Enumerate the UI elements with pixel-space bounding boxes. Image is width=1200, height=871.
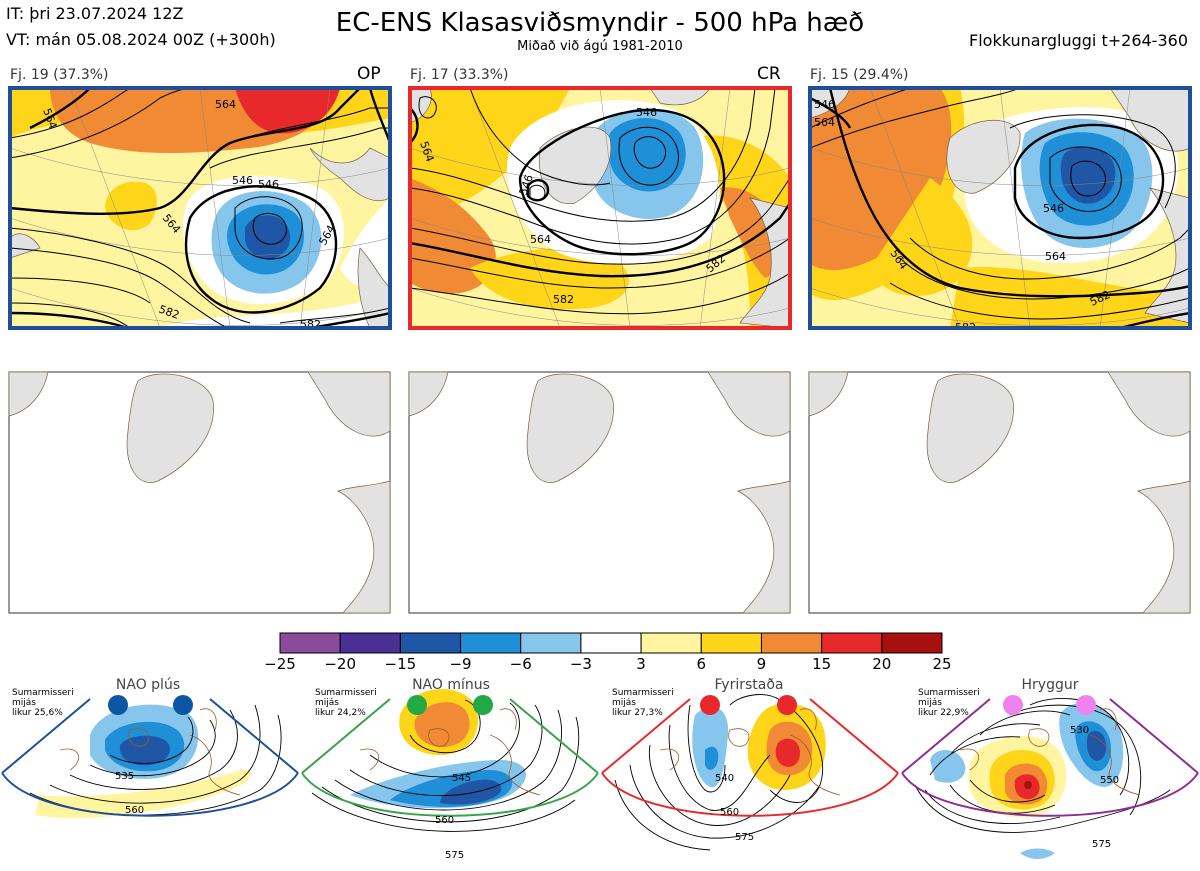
regime-marker xyxy=(1076,695,1096,715)
regime-note-line: Sumarmisseri xyxy=(612,688,674,698)
regime-marker xyxy=(1003,695,1023,715)
regime-note-ridge: Sumarmisseri mijás likur 22,9% xyxy=(918,688,980,718)
colorbar xyxy=(279,632,943,654)
contour-label: 575 xyxy=(445,850,464,861)
colorbar-tick-label: 6 xyxy=(696,655,707,673)
colorbar-segment xyxy=(580,632,642,654)
valid-time: VT: mán 05.08.2024 00Z (+300h) xyxy=(6,30,276,49)
colorbar-segment xyxy=(399,632,462,654)
colorbar-tick-label: 9 xyxy=(756,655,767,673)
classification-window: Flokkunargluggi t+264-360 xyxy=(969,31,1188,50)
regime-marker xyxy=(108,695,128,715)
regime-note-nao-plus: Sumarmisseri mijás likur 25,6% xyxy=(12,688,74,718)
cluster-1-map: 564 546 564 564 582 582 564 546 xyxy=(8,86,392,331)
basemap-1 xyxy=(8,371,391,614)
regime-note-line: mijás xyxy=(612,698,636,708)
regime-note-blocking: Sumarmisseri mijás likur 27,3% xyxy=(612,688,674,718)
contour-label: 560 xyxy=(435,815,454,826)
contour-label: 575 xyxy=(1092,839,1111,850)
regime-note-nao-minus: Sumarmisseri mijás likur 24,2% xyxy=(315,688,377,718)
colorbar-tick-label: −15 xyxy=(384,655,417,673)
contour-label: 564 xyxy=(814,116,835,129)
colorbar-tick-label: −20 xyxy=(324,655,356,673)
contour-label: 582 xyxy=(553,293,574,306)
page-title: EC-ENS Klasasviðsmyndir - 500 hPa hæð xyxy=(335,8,865,38)
basemap-2 xyxy=(408,371,791,614)
colorbar-segment xyxy=(520,632,582,654)
contour-label: 564 xyxy=(530,233,551,246)
cluster-2-tag: CR xyxy=(757,64,781,84)
regime-marker xyxy=(407,695,427,715)
cluster-3-frame xyxy=(808,86,1192,330)
contour-label: 545 xyxy=(452,773,471,784)
colorbar-segment xyxy=(640,632,702,654)
colorbar-segment xyxy=(339,632,401,654)
contour-label: 564 xyxy=(215,98,236,111)
colorbar-segment xyxy=(760,632,823,654)
cluster-2-label: Fj. 17 (33.3%) xyxy=(410,67,509,83)
contour-label: 546 xyxy=(258,178,279,191)
contour-label: 575 xyxy=(735,832,754,843)
cluster-2-frame xyxy=(408,86,792,330)
colorbar-tick-label: 3 xyxy=(636,655,646,673)
regime-nao-plus: 535 560 xyxy=(1,695,299,819)
colorbar-segment xyxy=(821,632,883,654)
cluster-1-frame xyxy=(8,86,392,330)
contour-label: 582 xyxy=(300,318,321,331)
cluster-2-map: 546 546 564 582 582 564 xyxy=(408,86,792,330)
colorbar-tick-label: −25 xyxy=(264,655,296,673)
regime-note-line: likur 22,9% xyxy=(918,708,969,718)
regime-note-line: mijás xyxy=(12,698,36,708)
cluster-1-label: Fj. 19 (37.3%) xyxy=(10,67,109,83)
colorbar-segment xyxy=(460,632,522,654)
contour-label: 564 xyxy=(1045,250,1066,263)
regime-marker xyxy=(700,695,720,715)
contour-label: 582 xyxy=(955,321,976,332)
contour-label: 530 xyxy=(1070,725,1089,736)
regime-note-line: likur 27,3% xyxy=(612,708,663,718)
contour-label: 550 xyxy=(1100,775,1119,786)
page-subtitle: Miðað við ágú 1981-2010 xyxy=(517,39,683,54)
cluster-1-tag: OP xyxy=(357,64,381,84)
contour-label: 546 xyxy=(814,98,835,111)
colorbar-segment xyxy=(279,632,341,654)
regime-note-line: Sumarmisseri xyxy=(12,688,74,698)
contour-label: 560 xyxy=(720,807,739,818)
regime-note-line: likur 24,2% xyxy=(315,708,366,718)
regime-name-blocking: Fyrirstaða xyxy=(714,677,784,693)
basemap-3 xyxy=(808,371,1191,614)
colorbar-segment xyxy=(881,632,943,654)
regime-note-line: Sumarmisseri xyxy=(918,688,980,698)
regime-marker xyxy=(173,695,193,715)
colorbar-tick-label: −3 xyxy=(569,655,592,673)
cluster-3-map: 546 564 564 546 582 582 564 xyxy=(808,86,1192,332)
colorbar-segment xyxy=(700,632,762,654)
regime-name-nao-plus: NAO plús xyxy=(115,677,181,693)
initial-time: IT: þri 23.07.2024 12Z xyxy=(6,4,184,23)
regime-name-ridge: Hryggur xyxy=(1021,677,1079,693)
regime-blocking: 540 560 575 xyxy=(601,694,899,851)
cluster-3-label: Fj. 15 (29.4%) xyxy=(810,67,909,83)
regime-marker xyxy=(777,695,797,715)
regime-ridge: 530 550 575 xyxy=(901,695,1199,859)
colorbar-tick-label: 25 xyxy=(932,655,952,673)
regime-note-line: Sumarmisseri xyxy=(315,688,377,698)
regime-nao-minus: 545 560 575 xyxy=(301,688,599,861)
contour-label: 546 xyxy=(636,106,657,119)
colorbar-tick-label: 15 xyxy=(812,655,832,673)
regime-maps: 535 560 545 560 575 xyxy=(1,688,1199,861)
contour-label: 560 xyxy=(125,805,144,816)
regime-marker xyxy=(473,695,493,715)
regime-name-nao-minus: NAO mínus xyxy=(412,677,490,693)
regime-note-line: mijás xyxy=(918,698,942,708)
colorbar-tick-label: −6 xyxy=(509,655,532,673)
contour-label: 546 xyxy=(232,174,253,187)
contour-label: 535 xyxy=(115,771,134,782)
contour-label: 540 xyxy=(715,773,734,784)
regime-note-line: mijás xyxy=(315,698,339,708)
regime-note-line: likur 25,6% xyxy=(12,708,63,718)
colorbar-tick-label: −9 xyxy=(449,655,472,673)
contour-label: 546 xyxy=(1043,202,1064,215)
colorbar-tick-label: 20 xyxy=(872,655,892,673)
